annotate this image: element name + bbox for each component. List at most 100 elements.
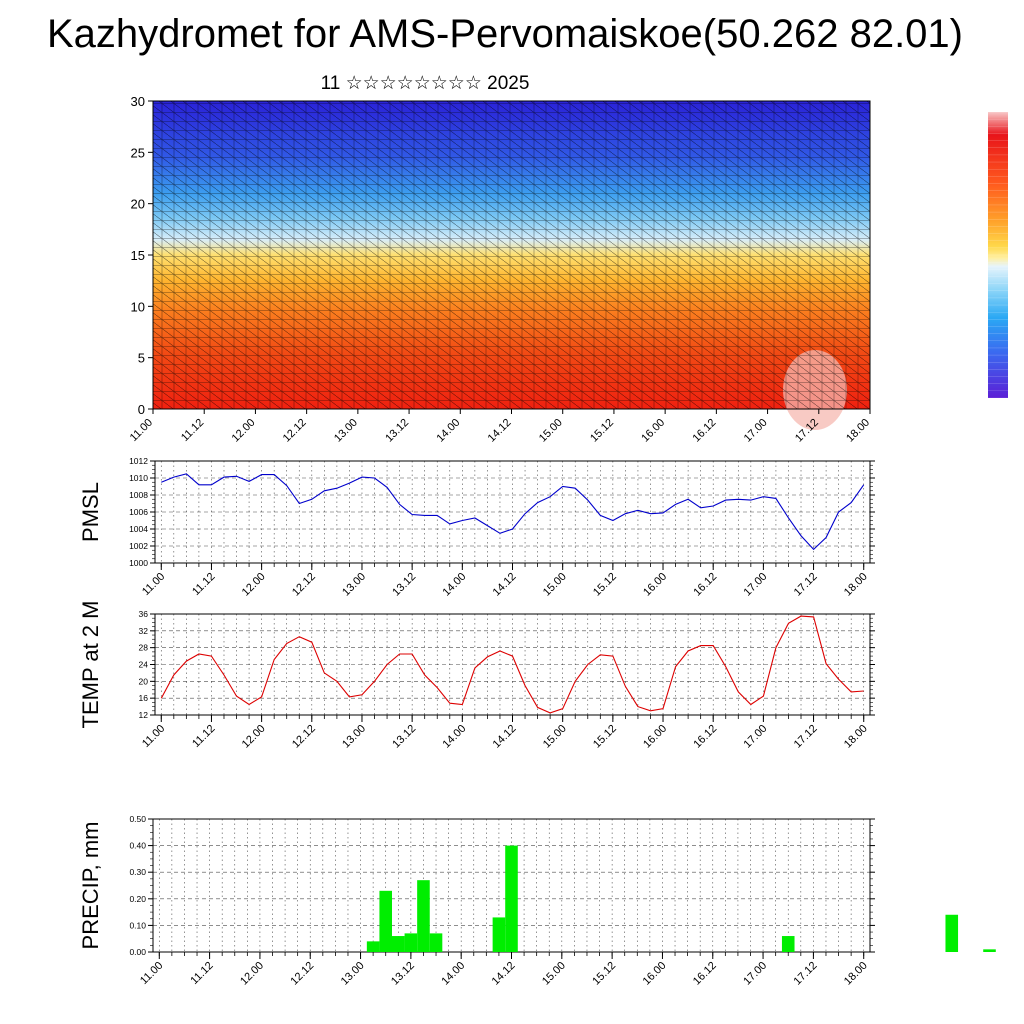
pmsl-chart: 1000 1002 1004 1006 1008 1010 1012 11.00 11.12 12… xyxy=(78,456,875,599)
x-tick-label: 16.12 xyxy=(691,960,719,988)
y-tick-label: 30 xyxy=(131,94,145,109)
series-line xyxy=(161,473,865,551)
x-tick-label: 16.00 xyxy=(641,571,669,599)
precip-bar xyxy=(379,890,392,952)
y-tick-label: 1004 xyxy=(129,524,148,534)
x-tick-label: 18.00 xyxy=(842,723,870,751)
x-tick-label: 16.12 xyxy=(691,723,719,751)
x-tick-label: 17.00 xyxy=(742,723,770,751)
x-tick-label: 12.12 xyxy=(288,960,316,988)
x-tick-label: 14.00 xyxy=(440,723,468,751)
x-tick-label: 17.00 xyxy=(742,417,770,445)
x-tick-label: 12.00 xyxy=(240,571,268,599)
x-tick-label: 11.00 xyxy=(128,417,155,444)
series-line xyxy=(160,615,864,714)
page-subtitle: 11 ☆☆☆☆☆☆☆☆ 2025 xyxy=(320,73,530,94)
x-tick-label: 16.00 xyxy=(641,960,669,988)
x-tick-label: 13.12 xyxy=(383,417,411,445)
x-tick-label: 14.00 xyxy=(440,571,468,599)
x-tick-label: 17.12 xyxy=(792,723,820,751)
x-tick-label: 11.00 xyxy=(140,723,167,750)
precip-bar xyxy=(505,845,518,952)
x-tick-label: 13.00 xyxy=(340,571,368,599)
precip-bar xyxy=(417,880,430,952)
x-tick-label: 13.12 xyxy=(389,960,417,988)
x-tick-label: 11.12 xyxy=(190,723,217,750)
precip-bar xyxy=(429,933,443,952)
y-tick-label: 1006 xyxy=(129,507,148,517)
precip-bar xyxy=(404,933,418,952)
x-tick-label: 11.12 xyxy=(179,417,206,444)
temperature-chart: 12 16 20 24 28 32 36 11.00 11.12 12.00 12.12 13.00 1… xyxy=(78,601,875,751)
y-tick-label: 15 xyxy=(131,248,145,263)
y-tick-label: 28 xyxy=(139,643,149,653)
x-tick-label: 17.00 xyxy=(742,571,770,599)
precip-bar xyxy=(392,936,405,952)
x-tick-label: 13.00 xyxy=(340,723,368,751)
x-tick-label: 12.12 xyxy=(281,417,309,445)
x-tick-label: 17.12 xyxy=(792,571,820,599)
x-tick-label: 13.12 xyxy=(390,571,418,599)
y-tick-label: 10 xyxy=(131,299,145,314)
y-tick-label: 0.40 xyxy=(129,841,146,851)
x-tick-label: 18.00 xyxy=(844,417,872,445)
y-tick-label: 5 xyxy=(138,351,145,366)
x-tick-label: 11.12 xyxy=(190,571,217,598)
y-tick-label: 25 xyxy=(131,145,145,160)
colorbar xyxy=(988,111,1008,399)
y-tick-label: 32 xyxy=(139,626,149,636)
x-tick-label: 16.12 xyxy=(691,571,719,599)
precip-bar xyxy=(366,941,380,952)
x-tick-label: 12.00 xyxy=(238,960,266,988)
precip-bar xyxy=(781,936,795,952)
x-tick-label: 12.12 xyxy=(290,723,318,751)
x-tick-label: 11.00 xyxy=(140,571,167,598)
wind-barbs-overlay xyxy=(153,101,870,409)
x-tick-label: 15.12 xyxy=(591,723,619,751)
x-tick-label: 11.12 xyxy=(188,960,215,987)
y-tick-label: 12 xyxy=(139,710,149,720)
y-axis-title: PMSL xyxy=(78,482,103,542)
y-tick-label: 0 xyxy=(138,402,145,417)
y-tick-label: 0.30 xyxy=(129,867,146,877)
x-tick-label: 14.12 xyxy=(491,723,519,751)
x-tick-label: 15.12 xyxy=(591,571,619,599)
x-tick-label: 13.00 xyxy=(332,417,360,445)
y-tick-label: 0.00 xyxy=(129,947,146,957)
x-tick-label: 16.00 xyxy=(639,417,667,445)
x-tick-label: 15.00 xyxy=(541,571,569,599)
y-tick-label: 0.20 xyxy=(129,894,146,904)
y-tick-label: 1010 xyxy=(129,473,148,483)
y-tick-label: 1000 xyxy=(129,558,148,568)
y-tick-label: 24 xyxy=(139,660,149,670)
y-tick-label: 36 xyxy=(139,609,149,619)
vertical-profile-chart: 0 5 10 15 20 25 30 11.00 11.12 12.00 12.12 13.00 13.… xyxy=(128,94,872,445)
x-tick-label: 14.00 xyxy=(434,417,462,445)
y-axis-title: TEMP at 2 M xyxy=(78,601,103,729)
page-title: Kazhydromet for AMS-Pervomaiskoe(50.262 … xyxy=(47,12,963,56)
y-axis-title: PRECIP, mm xyxy=(78,822,103,950)
x-tick-label: 16.12 xyxy=(691,417,719,445)
y-tick-label: 0.50 xyxy=(129,814,146,824)
y-tick-label: 20 xyxy=(139,676,149,686)
y-tick-label: 20 xyxy=(131,197,145,212)
precipitation-chart: 0.00 0.10 0.20 0.30 0.40 0.50 11.00 11.12 12.00 1… xyxy=(78,814,996,988)
y-tick-label: 0.10 xyxy=(129,920,146,930)
y-tick-label: 1008 xyxy=(129,490,148,500)
x-tick-label: 12.00 xyxy=(230,417,258,445)
x-tick-label: 14.12 xyxy=(491,571,519,599)
x-tick-label: 13.00 xyxy=(339,960,367,988)
x-tick-label: 14.00 xyxy=(439,960,467,988)
x-tick-label: 15.12 xyxy=(588,417,616,445)
x-tick-label: 17.12 xyxy=(792,960,820,988)
x-tick-label: 14.12 xyxy=(486,417,514,445)
y-tick-label: 16 xyxy=(139,693,149,703)
precip-bar xyxy=(492,917,506,952)
x-tick-label: 14.12 xyxy=(490,960,518,988)
x-tick-label: 15.00 xyxy=(537,417,565,445)
x-tick-label: 15.12 xyxy=(590,960,618,988)
x-tick-label: 18.00 xyxy=(842,960,870,988)
x-tick-label: 12.00 xyxy=(240,723,268,751)
x-tick-label: 13.12 xyxy=(390,723,418,751)
